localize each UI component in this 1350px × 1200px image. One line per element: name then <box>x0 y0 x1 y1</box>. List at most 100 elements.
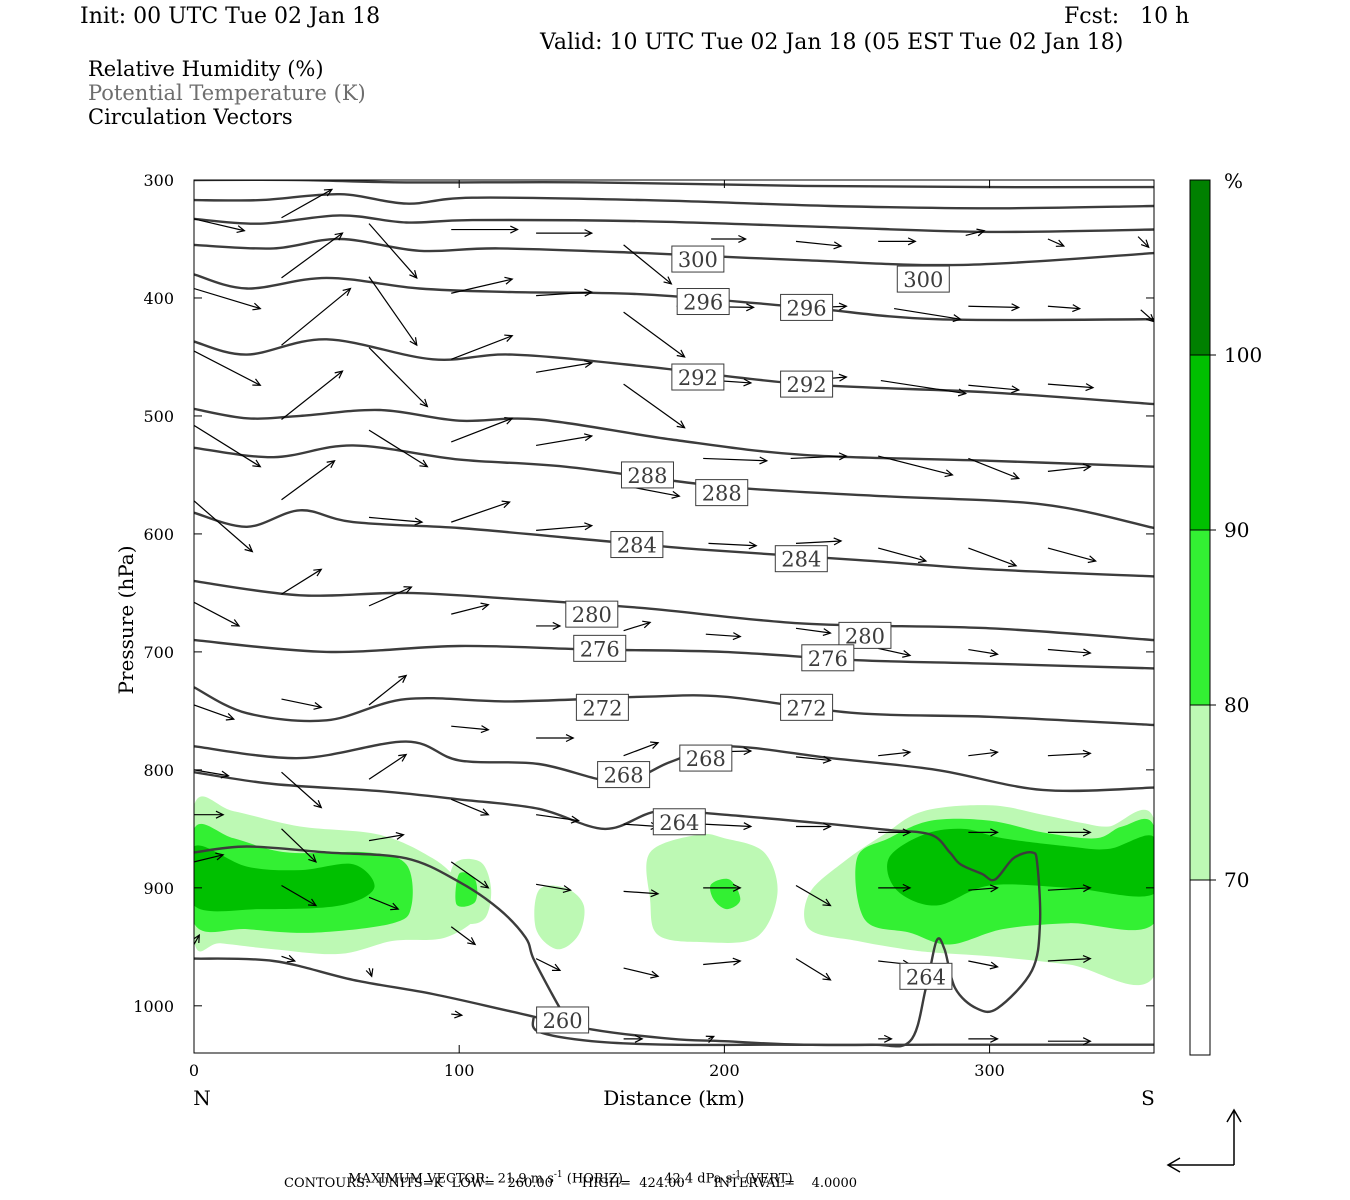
contour-label-text: 292 <box>787 373 827 397</box>
circulation-vector <box>623 741 660 757</box>
contour-label: 296 <box>676 288 730 316</box>
circulation-vector <box>451 225 519 234</box>
circulation-vector <box>705 632 742 641</box>
x-axis-title: Distance (km) <box>603 1086 745 1110</box>
circulation-vector <box>711 234 747 244</box>
contour-label: 268 <box>679 744 733 772</box>
circulation-vector <box>281 954 297 963</box>
contour-label-text: 284 <box>617 534 657 558</box>
axis-layer: 300 400 500 600 700 800 900 1000 0 100 200 300 <box>133 171 1154 1080</box>
circulation-vector <box>451 500 511 523</box>
circulation-vector <box>194 218 246 234</box>
circulation-vector <box>623 1034 644 1043</box>
contour-label-text: 276 <box>808 647 848 671</box>
contour-label: 272 <box>575 693 629 721</box>
circulation-vector <box>368 347 429 408</box>
circulation-vector <box>1047 828 1092 837</box>
circulation-vector <box>281 568 323 595</box>
circulation-vector <box>1047 463 1092 472</box>
colorbar-segment <box>1190 355 1210 530</box>
contour-label-text: 300 <box>903 268 943 292</box>
circulation-vector <box>194 500 254 553</box>
circulation-vector <box>703 957 742 966</box>
circulation-vector <box>451 602 490 615</box>
circulation-vector <box>790 452 848 461</box>
contour-label-text: 284 <box>781 548 821 572</box>
circulation-vector <box>281 232 344 279</box>
isentrope-304 <box>194 192 1154 210</box>
contour-label: 300 <box>896 265 950 293</box>
circulation-vector <box>536 621 562 630</box>
isentrope-280 <box>194 579 1154 642</box>
circulation-vector <box>194 704 236 721</box>
circulation-vector <box>623 889 660 898</box>
isentrope-284 <box>194 509 1154 578</box>
contour-label-text: 288 <box>627 464 667 488</box>
isentrope-layer <box>194 180 1154 1048</box>
contour-label-text: 260 <box>543 1009 583 1033</box>
circulation-vector <box>623 383 686 429</box>
circulation-vector <box>281 188 334 219</box>
max-vector-line: MAXIMUM VECTOR: 21.9 m s-1 (HORIZ) 42.4 … <box>340 1158 793 1187</box>
circulation-vector <box>536 733 575 743</box>
contour-label: 276 <box>801 644 855 672</box>
circulation-vector <box>194 350 262 386</box>
colorbar-tick-label: 80 <box>1224 693 1249 717</box>
circulation-vector <box>194 769 230 779</box>
contour-label-text: 296 <box>787 296 827 320</box>
x-tick-label: 200 <box>709 1061 740 1080</box>
circulation-vector <box>795 822 832 831</box>
circulation-vector <box>281 884 318 907</box>
circulation-vector <box>536 814 580 824</box>
vert-value: 42.4 dPa s <box>664 1171 733 1187</box>
contour-label: 260 <box>536 1006 590 1034</box>
circulation-vector <box>1047 1037 1092 1046</box>
contours-line: CONTOURS: UNITS=K LOW= 260.00 HIGH= 424.… <box>284 1176 858 1191</box>
circulation-vector <box>1047 383 1095 392</box>
circulation-vector <box>878 828 912 837</box>
y-tick-label: 900 <box>143 879 174 898</box>
colorbar-segment <box>1190 705 1210 880</box>
circulation-vector <box>1047 238 1066 247</box>
rh-region-80 <box>455 872 478 907</box>
circulation-vector <box>281 370 344 420</box>
circulation-vector <box>968 1034 999 1043</box>
circulation-vector <box>451 1010 464 1019</box>
isentrope-268 <box>194 740 1154 793</box>
circulation-vector <box>535 883 572 893</box>
isentrope-292 <box>194 338 1154 406</box>
circulation-vector <box>194 287 262 311</box>
circulation-vector <box>535 360 594 373</box>
rh-region-90 <box>194 845 375 912</box>
circulation-vector <box>795 240 843 250</box>
horiz-unit: (HORIZ) <box>566 1171 623 1187</box>
colorbar-tick-label: 70 <box>1224 868 1249 892</box>
circulation-vector <box>450 926 477 946</box>
circulation-vector <box>194 852 225 863</box>
vert-unit: (VERT) <box>745 1171 793 1187</box>
circulation-vector <box>968 547 1018 568</box>
y-tick-label: 300 <box>143 171 174 190</box>
valid-time: Valid: 10 UTC Tue 02 Jan 18 (05 EST Tue … <box>540 30 1124 55</box>
colorbar-tick-label: 90 <box>1224 518 1249 542</box>
circulation-vector <box>1047 749 1092 758</box>
init-time: Init: 00 UTC Tue 02 Jan 18 <box>80 4 381 29</box>
circulation-vector <box>878 237 917 246</box>
circulation-vector <box>1047 884 1092 893</box>
circulation-vector <box>368 753 408 780</box>
contour-label: 280 <box>565 600 619 628</box>
forecast-hour: Fcst: 10 h <box>1064 4 1190 29</box>
circulation-vector <box>968 960 999 970</box>
contour-label-text: 276 <box>580 637 620 661</box>
y-axis-title: Pressure (hPa) <box>114 546 138 695</box>
contour-label: 264 <box>652 808 706 836</box>
contour-label: 296 <box>780 293 834 321</box>
circulation-vector <box>281 698 323 710</box>
circulation-vector <box>795 958 832 981</box>
isentrope-302 <box>194 214 1154 234</box>
circulation-vector <box>368 586 413 607</box>
circulation-vector <box>536 229 594 238</box>
y-tick-label: 500 <box>143 407 174 426</box>
